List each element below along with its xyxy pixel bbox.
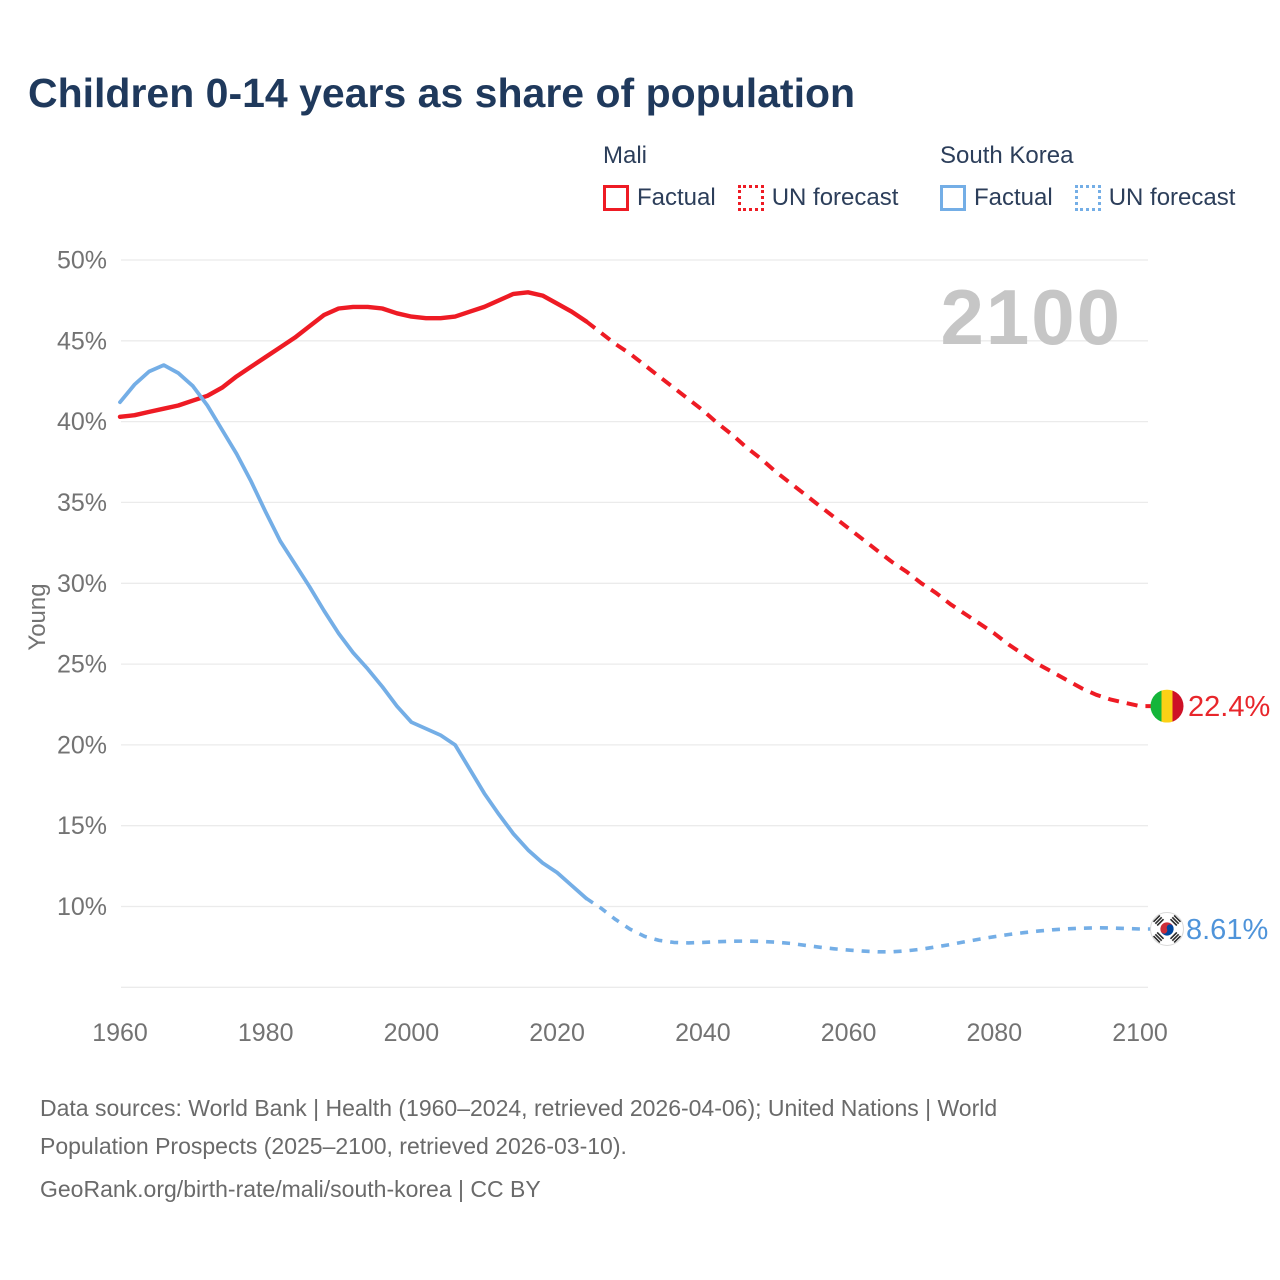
south-korea-endpoint-value: 8.61%	[1186, 914, 1268, 946]
x-tick-label: 2000	[384, 1019, 440, 1047]
dotted-line-swatch-icon	[737, 185, 764, 211]
solid-line-swatch-icon	[603, 185, 629, 211]
x-tick-label: 2080	[966, 1019, 1022, 1047]
footer-attribution: GeoRank.org/birth-rate/mali/south-korea …	[40, 1176, 541, 1202]
y-tick-label: 10%	[57, 893, 107, 921]
x-tick-label: 1980	[238, 1019, 294, 1047]
y-tick-label: 20%	[57, 731, 107, 759]
y-tick-label: 25%	[57, 651, 107, 679]
footer: Data sources: World Bank | Health (1960–…	[40, 1089, 997, 1208]
mali-endpoint-value: 22.4%	[1188, 691, 1270, 723]
legend-item-factual: Factual	[940, 184, 1053, 212]
solid-line-swatch-icon	[940, 185, 966, 211]
dotted-line-swatch-icon	[1074, 185, 1101, 211]
footer-sources-line1: Data sources: World Bank | Health (1960–…	[40, 1095, 998, 1121]
legend-item-label: Factual	[637, 184, 716, 211]
legend-group-title: South Korea	[940, 142, 1074, 169]
series-mali-un-forecast	[585, 319, 1152, 709]
legend-item-label: Factual	[974, 184, 1053, 211]
x-tick-label: 2100	[1112, 1019, 1168, 1047]
x-axis: 1960 1980 2000 2020 2040 2060 2080 2100	[92, 1019, 1168, 1047]
y-tick-label: 50%	[57, 247, 107, 275]
legend-group-south-korea: South Korea Factual UN forecast	[940, 142, 1235, 212]
y-tick-label: 40%	[57, 408, 107, 436]
x-tick-label: 1960	[92, 1019, 148, 1047]
gridlines	[121, 259, 1148, 988]
watermark-year: 2100	[940, 273, 1122, 361]
legend-item-un-forecast: UN forecast	[1074, 184, 1236, 212]
y-tick-label: 45%	[57, 327, 107, 355]
y-tick-label: 15%	[57, 812, 107, 840]
footer-sources-line2: Population Prospects (2025–2100, retriev…	[40, 1133, 627, 1159]
mali-flag-icon	[1150, 689, 1184, 723]
page-title: Children 0-14 years as share of populati…	[28, 70, 856, 116]
x-tick-label: 2020	[529, 1019, 585, 1047]
legend-group-title: Mali	[603, 142, 648, 169]
y-tick-label: 35%	[57, 489, 107, 517]
series-south-korea-factual	[118, 363, 589, 901]
x-tick-label: 2060	[821, 1019, 877, 1047]
legend-group-mali: Mali Factual UN forecast	[603, 142, 898, 212]
legend-item-factual: Factual	[603, 184, 716, 212]
y-tick-label: 30%	[57, 570, 107, 598]
series-mali-factual	[117, 290, 589, 419]
south-korea-flag-icon	[1150, 911, 1184, 946]
legend-item-label: UN forecast	[771, 184, 899, 211]
x-tick-label: 2040	[675, 1019, 731, 1047]
legend-item-label: UN forecast	[1108, 184, 1236, 211]
legend-item-un-forecast: UN forecast	[737, 184, 899, 212]
series-south-korea-un-forecast	[585, 896, 1152, 954]
